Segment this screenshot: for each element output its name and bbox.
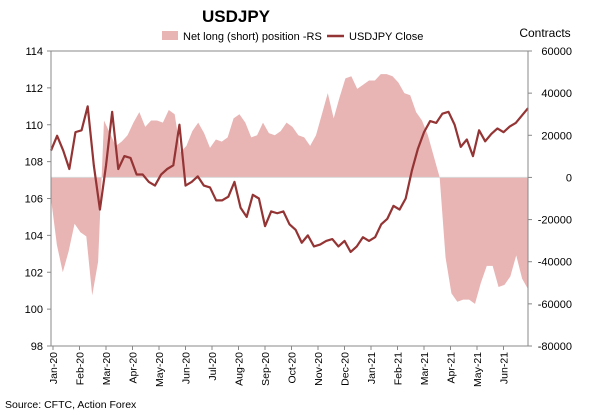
x-tick-label: Dec-20 [340, 352, 352, 386]
source-note: Source: CFTC, Action Forex [5, 399, 137, 411]
legend-label-line: USDJPY Close [349, 31, 423, 43]
left-tick-label: 112 [25, 83, 43, 95]
right-tick-label: -60000 [538, 299, 572, 311]
right-tick-label: 40000 [541, 88, 572, 100]
left-tick-label: 100 [25, 304, 43, 316]
right-tick-label: -40000 [538, 257, 572, 269]
x-axis: Jan-20 Feb-20 Mar-20 Apr-20 May-20 Jun-20 Jul-… [48, 346, 511, 387]
usdjpy-close-line [49, 105, 529, 254]
x-tick-label: Apr-21 [446, 352, 458, 384]
x-tick-label: Jul-20 [207, 352, 219, 381]
legend-swatch-area [162, 31, 178, 40]
x-tick-label: Feb-21 [393, 352, 405, 385]
x-tick-label: Mar-20 [101, 352, 113, 385]
chart-title: USDJPY [202, 7, 271, 26]
x-tick-label: Jan-20 [48, 352, 60, 384]
x-tick-label: Oct-20 [287, 352, 299, 384]
left-axis: 98 100 102 104 106 108 110 112 114 [25, 46, 51, 353]
left-tick-label: 102 [25, 267, 43, 279]
net-position-area [51, 74, 528, 304]
right-tick-label: -20000 [538, 215, 572, 227]
legend: Net long (short) position -RS USDJPY Clo… [162, 31, 423, 43]
left-tick-label: 110 [25, 120, 43, 132]
right-axis-label: Contracts [519, 26, 570, 40]
x-tick-label: May-20 [154, 352, 166, 387]
x-tick-label: Aug-20 [234, 352, 246, 386]
left-tick-label: 114 [25, 46, 43, 58]
x-tick-label: Jan-21 [366, 352, 378, 384]
right-tick-label: 60000 [541, 46, 572, 58]
x-tick-label: Nov-20 [313, 352, 325, 386]
x-tick-label: Feb-20 [75, 352, 87, 385]
x-tick-label: Mar-21 [419, 352, 431, 385]
right-tick-label: 20000 [541, 130, 572, 142]
x-tick-label: May-21 [472, 352, 484, 387]
legend-label-area: Net long (short) position -RS [183, 31, 322, 43]
right-axis: -80000 -60000 -40000 -20000 0 20000 40000 60000 [528, 46, 572, 353]
left-tick-label: 106 [25, 194, 43, 206]
x-tick-label: Sep-20 [260, 352, 272, 386]
x-tick-label: Jun-20 [181, 352, 193, 384]
left-tick-label: 108 [25, 157, 43, 169]
x-tick-label: Apr-20 [128, 352, 140, 384]
plot-area [49, 50, 529, 347]
left-tick-label: 98 [31, 341, 43, 353]
x-tick-label: Jun-21 [499, 352, 511, 384]
left-tick-label: 104 [25, 230, 43, 242]
right-tick-label: -80000 [538, 341, 572, 353]
right-tick-label: 0 [566, 172, 572, 184]
